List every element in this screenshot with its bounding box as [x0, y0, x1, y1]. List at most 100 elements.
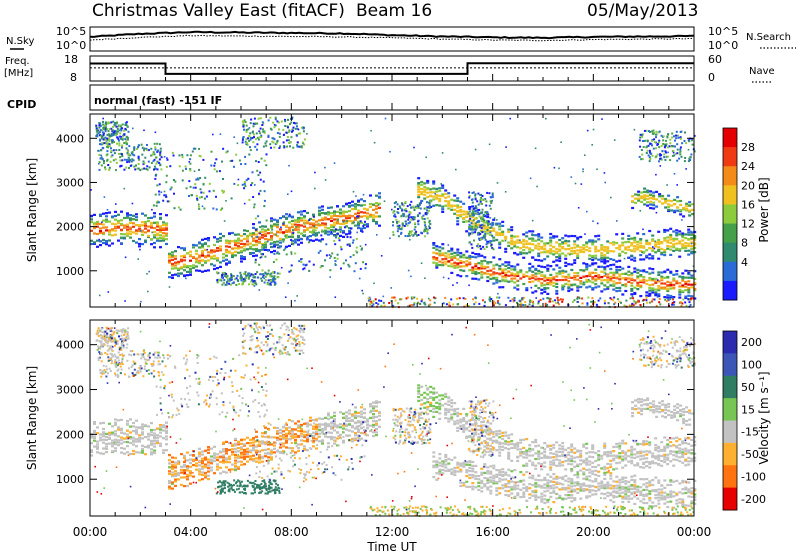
range-cell — [543, 245, 546, 247]
range-cell — [443, 302, 445, 304]
range-cell — [435, 245, 438, 247]
range-cell — [546, 255, 549, 257]
range-cell — [119, 160, 121, 162]
range-cell — [340, 246, 342, 248]
range-cell — [501, 275, 504, 277]
range-cell — [555, 248, 558, 250]
range-cell — [410, 219, 412, 221]
range-cell — [480, 274, 483, 276]
range-cell — [216, 279, 218, 281]
range-cell — [261, 228, 264, 230]
range-cell — [245, 271, 247, 273]
range-cell — [115, 149, 117, 151]
range-cell — [111, 150, 113, 152]
range-cell — [249, 455, 252, 457]
range-cell — [531, 281, 534, 283]
range-cell — [330, 432, 333, 434]
range-cell — [588, 265, 591, 267]
range-cell — [299, 146, 301, 148]
range-cell — [300, 213, 303, 215]
range-cell — [646, 296, 648, 298]
range-cell — [255, 123, 257, 125]
range-cell — [177, 275, 180, 277]
range-cell — [659, 303, 661, 305]
range-cell — [275, 282, 277, 284]
range-cell — [591, 287, 594, 289]
range-cell — [123, 217, 126, 219]
range-cell — [465, 486, 468, 488]
range-cell — [168, 473, 171, 475]
range-cell — [473, 191, 475, 193]
range-cell — [252, 132, 254, 134]
range-cell — [268, 135, 270, 137]
range-cell — [210, 263, 213, 265]
range-cell — [240, 250, 243, 252]
range-cell — [249, 246, 252, 248]
range-cell — [428, 210, 430, 212]
range-cell — [486, 246, 488, 248]
range-cell — [255, 457, 258, 459]
range-cell — [522, 474, 525, 476]
range-cell — [552, 282, 555, 284]
range-cell — [684, 301, 686, 303]
range-cell — [370, 301, 372, 303]
range-cell — [657, 274, 660, 276]
range-cell — [599, 297, 601, 299]
range-cell — [150, 431, 153, 433]
range-cell — [204, 260, 207, 262]
range-cell — [267, 456, 270, 458]
range-cell — [313, 226, 315, 228]
range-cell — [309, 420, 312, 422]
range-cell — [424, 302, 426, 304]
range-cell — [618, 245, 621, 247]
range-cell — [426, 228, 428, 230]
range-cell — [498, 242, 501, 244]
range-cell — [174, 267, 177, 269]
range-cell — [279, 242, 282, 244]
range-cell — [397, 230, 399, 232]
range-cell — [690, 248, 693, 250]
range-cell — [410, 212, 412, 214]
range-cell — [636, 232, 639, 234]
range-cell — [234, 443, 237, 445]
range-cell — [99, 439, 102, 441]
range-cell — [234, 456, 237, 458]
range-cell — [102, 223, 105, 225]
range-cell — [398, 235, 400, 237]
range-cell — [640, 158, 642, 160]
range-cell — [360, 198, 363, 200]
range-cell — [666, 281, 669, 283]
range-cell — [150, 224, 153, 226]
range-cell — [357, 210, 360, 212]
range-cell — [636, 284, 639, 286]
range-cell — [498, 223, 501, 225]
range-cell — [672, 274, 675, 276]
range-cell — [570, 284, 573, 286]
range-cell — [432, 198, 435, 200]
range-cell — [198, 468, 201, 470]
range-cell — [405, 216, 407, 218]
range-cell — [462, 265, 465, 267]
range-cell — [655, 206, 658, 208]
noise-tick-right-top: 10^5 — [708, 25, 738, 38]
range-cell — [162, 224, 165, 226]
range-cell — [264, 449, 267, 451]
range-cell — [220, 280, 222, 282]
range-cell — [378, 415, 381, 417]
range-cell — [150, 227, 153, 229]
range-cell — [242, 141, 244, 143]
range-cell — [270, 246, 273, 248]
range-cell — [204, 475, 207, 477]
range-cell — [357, 429, 360, 431]
range-cell — [165, 432, 168, 434]
range-cell — [375, 212, 378, 214]
range-cell — [265, 145, 267, 147]
range-cell — [170, 188, 172, 190]
range-cell — [676, 184, 678, 186]
range-cell — [432, 256, 435, 258]
range-cell — [452, 303, 454, 305]
range-cell — [687, 234, 690, 236]
range-cell — [132, 450, 135, 452]
range-cell — [492, 228, 495, 230]
range-cell — [138, 451, 141, 453]
